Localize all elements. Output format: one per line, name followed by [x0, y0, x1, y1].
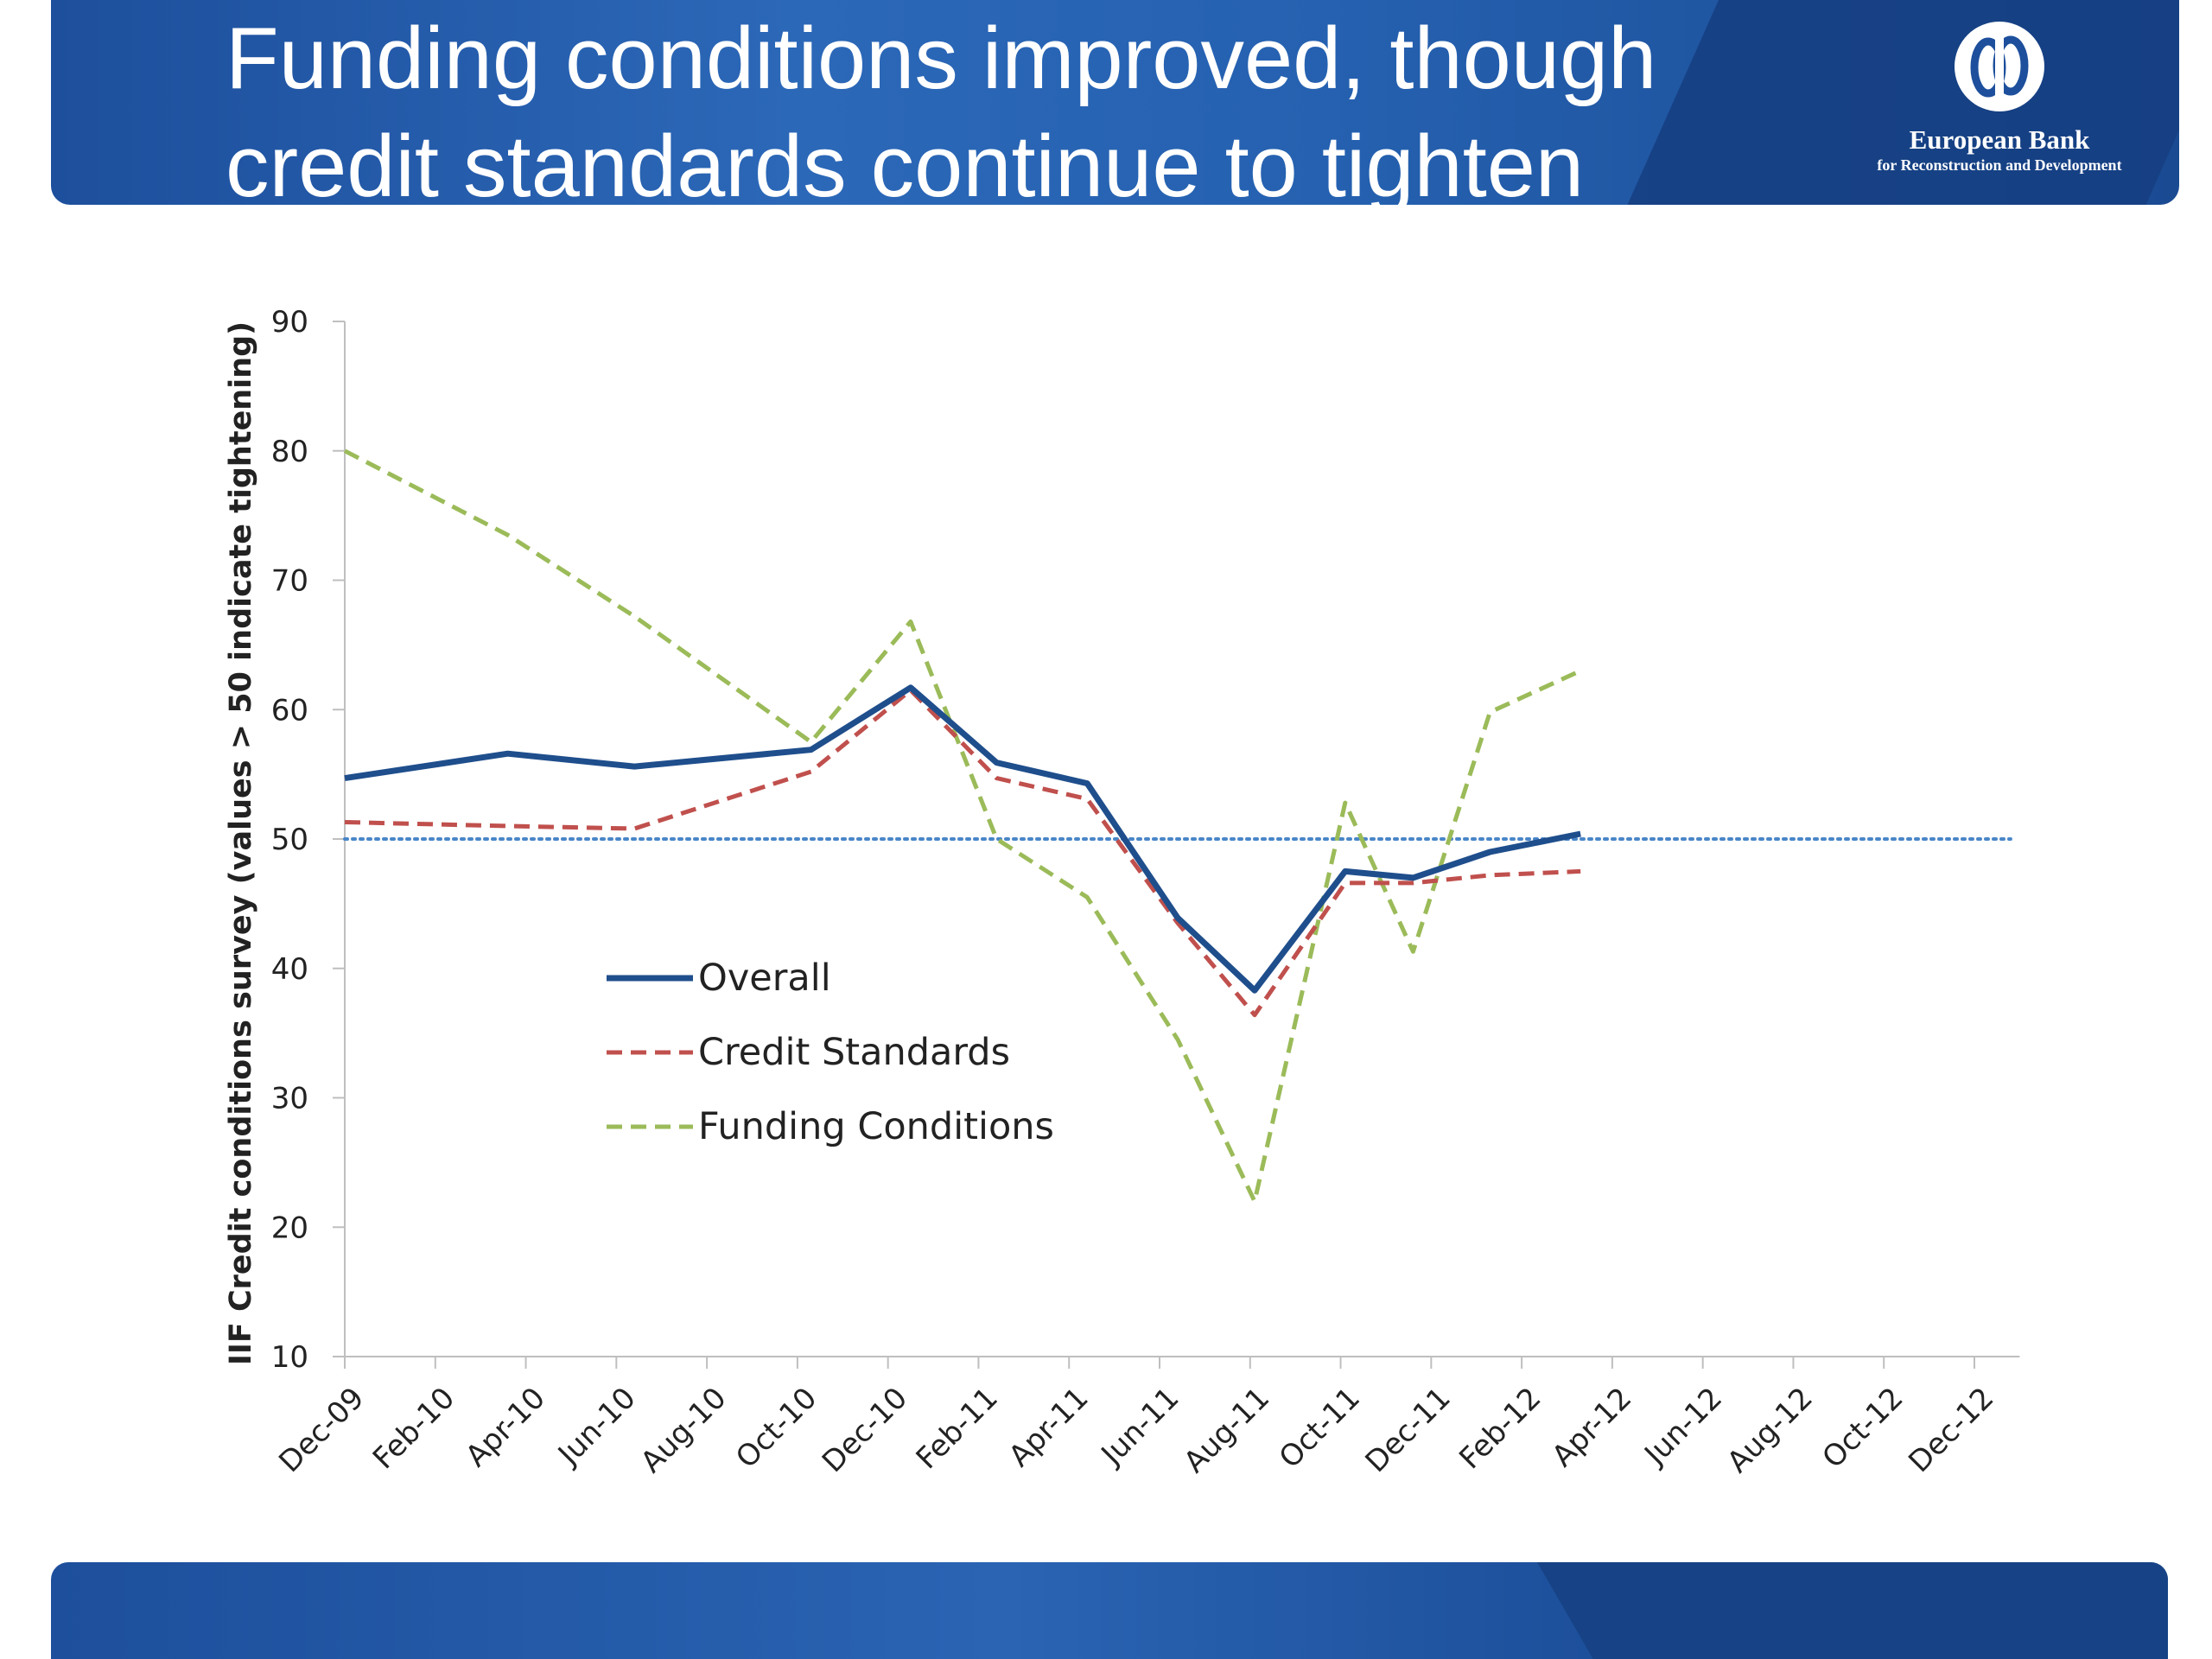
- x-tick-label: Dec-09: [272, 1381, 371, 1479]
- x-tick-label: Apr-11: [1002, 1381, 1096, 1474]
- x-tick-label: Oct-11: [1273, 1381, 1367, 1475]
- y-tick-label: 50: [271, 823, 308, 857]
- y-tick-label: 20: [271, 1211, 308, 1245]
- x-tick-label: Feb-10: [366, 1381, 461, 1476]
- ebrd-emblem-icon: [1955, 22, 2044, 111]
- y-tick-label: 70: [271, 564, 308, 599]
- y-tick-label: 10: [271, 1340, 308, 1375]
- slide-title: Funding conditions improved, though cred…: [226, 5, 1746, 205]
- x-tick-label: Dec-11: [1359, 1381, 1458, 1479]
- logo-subtitle: for Reconstruction and Development: [1877, 156, 2122, 174]
- x-tick-label: Apr-12: [1546, 1381, 1639, 1474]
- x-tick-label: Jun-12: [1637, 1381, 1729, 1473]
- series-line-overall: [344, 684, 1581, 994]
- series-line-funding-conditions: [343, 448, 1582, 1204]
- x-tick-label: Feb-11: [910, 1381, 1005, 1476]
- x-tick-label: Dec-12: [1902, 1381, 2000, 1479]
- x-tick-label: Oct-12: [1815, 1381, 1910, 1475]
- footer-banner-facet: [1537, 1562, 2168, 1659]
- x-tick-label: Feb-12: [1452, 1381, 1548, 1476]
- header-banner: Funding conditions improved, though cred…: [51, 0, 2179, 205]
- y-tick-label: 60: [271, 693, 308, 728]
- legend-label-credit-standards: Credit Standards: [698, 1031, 1010, 1074]
- x-tick-label: Jun-10: [550, 1381, 643, 1473]
- y-tick-label: 90: [271, 305, 308, 340]
- slide-title-line1: Funding conditions improved, though: [226, 10, 1657, 107]
- chart-legend: Overall Credit Standards Funding Condition…: [607, 957, 1054, 1148]
- x-tick-label: Aug-11: [1178, 1381, 1276, 1479]
- x-tick-label: Aug-10: [634, 1381, 733, 1479]
- series-line-credit-standards: [344, 688, 1581, 1018]
- y-tick-label: 30: [271, 1082, 308, 1116]
- x-tick-label: Jun-11: [1094, 1381, 1186, 1473]
- x-tick-label: Oct-10: [729, 1381, 823, 1475]
- y-axis-title: IIF Credit conditions survey (values > 5…: [224, 321, 258, 1365]
- footer-banner: [51, 1562, 2168, 1659]
- x-tick-label: Apr-10: [459, 1381, 552, 1474]
- y-tick-label: 40: [271, 952, 308, 987]
- y-tick-label: 80: [271, 435, 308, 469]
- legend-label-overall: Overall: [698, 957, 831, 1000]
- logo-name: European Bank: [1909, 124, 2090, 155]
- slide-title-line2: credit standards continue to tighten: [226, 118, 1585, 205]
- x-tick-label: Aug-12: [1720, 1381, 1819, 1479]
- ebrd-logo: European Bank for Reconstruction and Dev…: [1814, 19, 2179, 183]
- legend-label-funding-conditions: Funding Conditions: [698, 1105, 1054, 1148]
- series-lines: [343, 448, 1582, 1204]
- x-tick-label: Dec-10: [816, 1381, 914, 1479]
